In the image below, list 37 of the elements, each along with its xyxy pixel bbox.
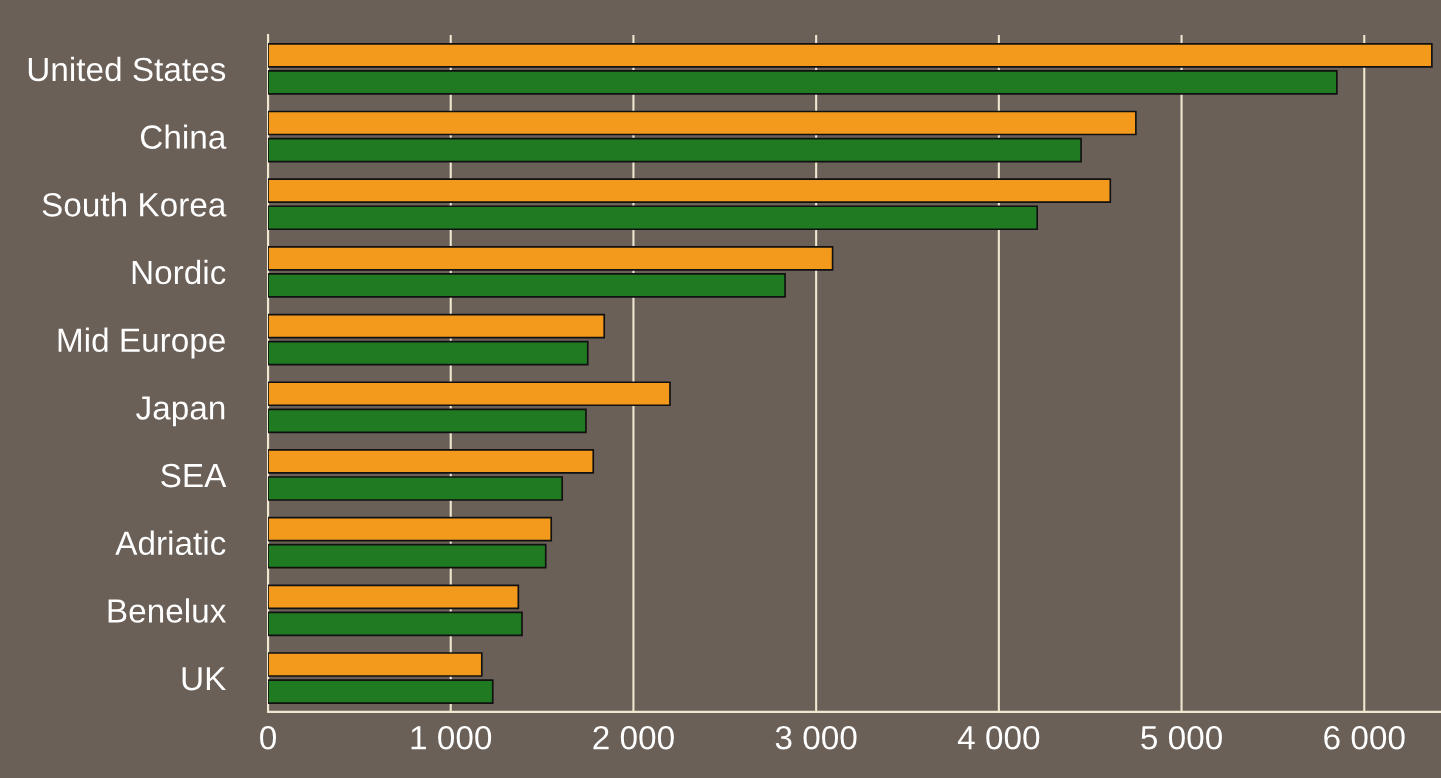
y-tick-label: SEA [161,463,227,488]
bar [268,273,786,298]
y-tick-label: Adriatic [115,530,226,556]
bar [268,408,587,434]
y-tick-label: United States [28,56,226,82]
bar [268,178,1112,204]
bar [268,611,523,637]
bar [268,449,595,474]
bar [268,340,589,366]
y-tick-label: South Korea [42,192,227,217]
y-tick-label: China [140,124,227,149]
bar [268,70,1338,95]
bar [268,42,1433,68]
bar [268,110,1137,136]
x-tick-label: 6 000 [1324,725,1405,750]
bar [268,652,483,677]
y-tick-label: Mid Europe [58,327,225,359]
bar [268,476,564,501]
bar [268,679,494,704]
bar [268,543,547,569]
x-tick-label: 1 000 [411,725,492,750]
x-tick-label: 2 000 [593,725,674,750]
bar [268,246,834,271]
bar [268,584,520,610]
bar [268,205,1039,231]
y-tick-label: Japan [136,396,225,427]
x-tick-label: 3 000 [775,725,857,750]
y-tick-label: Nordic [132,259,226,285]
bar [268,516,553,542]
y-tick-label: UK [182,667,226,691]
bar [268,137,1082,163]
bar [268,381,671,407]
x-tick-label: 5 000 [1141,725,1222,750]
x-tick-label: 4 000 [957,725,1040,750]
y-tick-label: Benelux [108,598,227,623]
bar [268,313,606,339]
x-tick-label: 0 [260,725,276,750]
